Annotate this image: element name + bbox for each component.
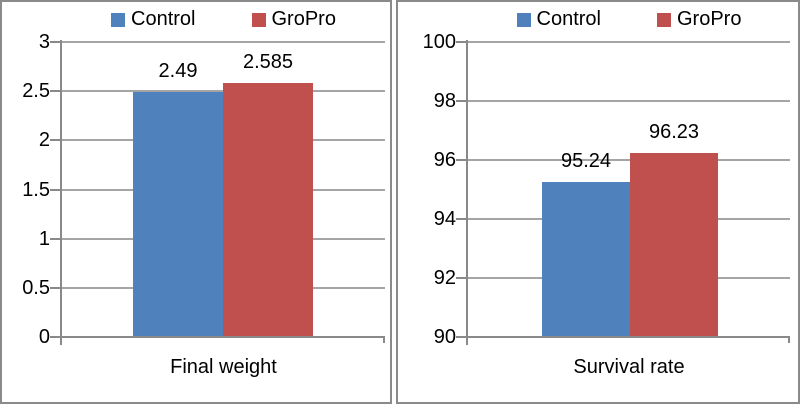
category-axis-label: Survival rate xyxy=(573,356,685,378)
y-axis-tick-label: 90 xyxy=(433,326,456,348)
gropro-bar-value-label: 2.585 xyxy=(242,51,294,73)
y-axis-tick-mark xyxy=(50,189,62,191)
y-axis-tick-mark xyxy=(50,238,62,240)
y-axis-tick-mark xyxy=(456,100,468,102)
y-axis-tick-mark xyxy=(456,336,468,338)
y-axis-tick-mark xyxy=(50,139,62,141)
legend-label-gropro: GroPro xyxy=(271,8,336,30)
y-axis-tick-label: 0.5 xyxy=(22,277,50,299)
gropro-bar-value-label: 96.23 xyxy=(648,121,700,143)
y-axis-tick-mark xyxy=(456,218,468,220)
y-axis-tick-label: 1.5 xyxy=(22,179,50,201)
legend: Control GroPro xyxy=(62,7,385,31)
y-axis-tick-mark xyxy=(456,41,468,43)
y-axis-tick-label: 98 xyxy=(433,90,456,112)
gridline xyxy=(468,41,790,43)
y-axis-tick-label: 1 xyxy=(38,228,50,250)
gropro-legend-swatch-icon xyxy=(251,13,266,27)
control-bar-value-label: 2.49 xyxy=(158,60,198,82)
gridline xyxy=(62,41,385,43)
legend-label-control: Control xyxy=(131,8,196,30)
control-bar xyxy=(133,92,223,337)
control-bar-value-label: 95.24 xyxy=(560,150,612,172)
y-axis-tick-label: 0 xyxy=(38,326,50,348)
control-legend-swatch-icon xyxy=(516,13,531,27)
gridline xyxy=(468,100,790,102)
legend-label-gropro: GroPro xyxy=(677,8,742,30)
y-axis-tick-mark xyxy=(50,336,62,338)
legend-item-gropro: GroPro xyxy=(657,7,741,31)
x-axis-line xyxy=(60,336,385,338)
chart-panel-survival-rate: Control GroPro 100 98 96 94 92 90 95.24 96.23 Surv… xyxy=(396,0,800,404)
x-axis-line xyxy=(466,336,790,338)
x-axis-end-tick-mark xyxy=(788,337,790,343)
y-axis-tick-mark xyxy=(50,90,62,92)
y-axis-tick-label: 92 xyxy=(433,267,456,289)
control-legend-swatch-icon xyxy=(111,13,126,27)
y-axis-tick-mark xyxy=(456,277,468,279)
y-axis-tick-mark xyxy=(456,159,468,161)
legend: Control GroPro xyxy=(468,7,790,31)
y-axis-tick-label: 96 xyxy=(433,149,456,171)
y-axis-tick-label: 2 xyxy=(38,129,50,151)
y-axis-tick-label: 2.5 xyxy=(22,80,50,102)
gridline xyxy=(468,159,790,161)
y-axis-tick-label: 3 xyxy=(38,31,50,53)
y-axis-tick-label: 100 xyxy=(422,31,456,53)
y-axis-tick-mark xyxy=(50,287,62,289)
y-axis-tick-label: 94 xyxy=(433,208,456,230)
x-axis-end-tick-mark xyxy=(383,337,385,343)
control-bar xyxy=(542,182,630,337)
y-axis-line xyxy=(60,40,62,345)
legend-item-control: Control xyxy=(111,7,196,31)
gropro-legend-swatch-icon xyxy=(657,13,671,27)
y-axis-line xyxy=(466,40,468,345)
y-axis-tick-mark xyxy=(50,41,62,43)
category-axis-label: Final weight xyxy=(170,356,277,378)
gropro-bar xyxy=(223,83,313,337)
legend-item-control: Control xyxy=(516,7,601,31)
chart-panel-final-weight: Control GroPro 3 2.5 2 1.5 1 0.5 0 2.49 2.585 Final… xyxy=(0,0,392,404)
legend-label-control: Control xyxy=(536,8,601,30)
gropro-bar xyxy=(630,153,718,337)
legend-item-gropro: GroPro xyxy=(251,7,336,31)
